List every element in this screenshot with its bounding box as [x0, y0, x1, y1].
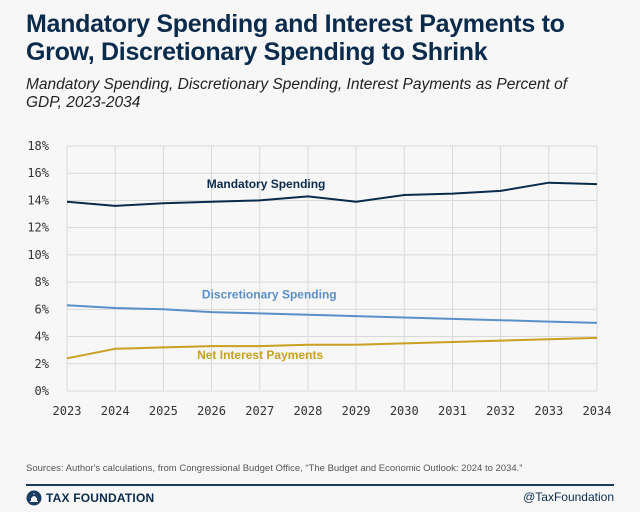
source-note: Sources: Author's calculations, from Con…	[26, 463, 523, 474]
line-chart: 0%2%4%6%8%10%12%14%16%18% 2023 2024 2025 20…	[27, 139, 612, 418]
y-axis-ticks: 0% 2% 4% 6% 8% 10% 12% 14% 16% 18%	[27, 139, 49, 398]
series-label-discretionary: Discretionary Spending	[202, 287, 337, 301]
y-tick-label: 0%	[35, 384, 50, 398]
y-tick-label: 18%	[27, 139, 49, 153]
x-tick-label: 2029	[342, 404, 371, 418]
series-labels: Mandatory Spending Discretionary Spending…	[197, 177, 337, 362]
y-tick-label: 12%	[27, 221, 49, 235]
x-tick-label: 2032	[486, 404, 515, 418]
series-line-discretionary	[66, 304, 598, 324]
brand-logo: TAX FOUNDATION	[26, 490, 154, 506]
chart-title: Mandatory Spending and Interest Payments…	[26, 10, 565, 66]
x-axis-ticks: 2023 2024 2025 2026 2027 2028 2029 2030 2031 2032…	[53, 404, 612, 418]
y-tick-label: 14%	[27, 193, 49, 207]
series-line-mandatory	[66, 181, 598, 207]
x-tick-label: 2026	[197, 404, 226, 418]
brand-name: TAX FOUNDATION	[46, 491, 155, 505]
social-handle: @TaxFoundation	[523, 490, 614, 504]
x-tick-label: 2023	[53, 404, 82, 418]
series-line-interest	[66, 336, 598, 360]
x-tick-label: 2028	[293, 404, 322, 418]
y-tick-label: 4%	[35, 330, 50, 344]
y-tick-label: 2%	[35, 357, 50, 371]
x-tick-label: 2024	[101, 404, 130, 418]
series-label-mandatory: Mandatory Spending	[207, 177, 326, 191]
series-label-interest: Net Interest Payments	[197, 348, 323, 362]
x-tick-label: 2025	[149, 404, 178, 418]
footer-divider	[26, 484, 614, 486]
series-lines	[66, 181, 598, 360]
y-tick-label: 10%	[27, 248, 49, 262]
capitol-dome-icon	[26, 490, 42, 506]
x-tick-label: 2031	[438, 404, 467, 418]
chart-subtitle: Mandatory Spending, Discretionary Spendi…	[26, 76, 568, 111]
x-tick-label: 2033	[534, 404, 563, 418]
y-tick-label: 6%	[35, 302, 50, 316]
x-tick-label: 2027	[245, 404, 274, 418]
x-tick-label: 2034	[583, 404, 612, 418]
y-tick-label: 16%	[27, 166, 49, 180]
x-tick-label: 2030	[390, 404, 419, 418]
y-tick-label: 8%	[35, 275, 50, 289]
grid	[66, 145, 598, 392]
